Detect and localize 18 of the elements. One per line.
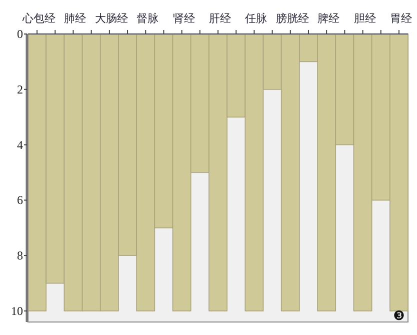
- x-tick-label: 膀胱经: [276, 12, 309, 25]
- x-tick-label: 胆经: [354, 13, 376, 25]
- x-tick-label: 肝经: [209, 13, 231, 25]
- y-tick-label: 0: [17, 27, 23, 41]
- x-tick-label: 脾经: [318, 13, 340, 25]
- x-tick-label: 大肠经: [94, 12, 128, 25]
- x-tick-label: 胃经: [390, 13, 412, 25]
- y-tick-label: 8: [17, 248, 23, 263]
- x-tick-label: 肺经: [64, 13, 86, 25]
- x-tick-label: 心包经: [22, 12, 56, 25]
- annotation: ❸: [393, 309, 405, 324]
- x-tick-label: 督脉: [136, 12, 159, 25]
- y-tick-label: 6: [17, 193, 23, 208]
- y-tick-label: 4: [17, 138, 23, 152]
- x-tick-label: 肾经: [172, 13, 195, 25]
- x-tick-label: 任脉: [244, 12, 268, 25]
- y-tick-label: 10: [11, 304, 23, 318]
- y-tick-label: 2: [17, 82, 23, 96]
